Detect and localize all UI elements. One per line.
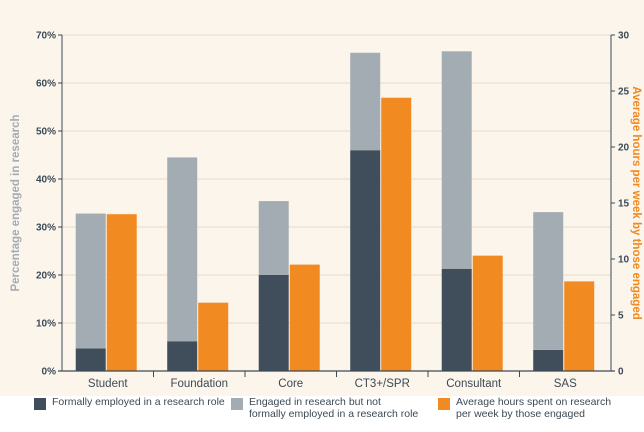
bar-average-hours	[198, 302, 229, 371]
x-tick-label: Foundation	[170, 378, 228, 390]
axes: 0% 10% 20% 30% 40% 50% 60% 70% 0 5 10 15 20 25 30 Stude…	[36, 31, 630, 391]
bar-average-hours	[289, 264, 320, 371]
bar-formally-employed	[75, 348, 106, 371]
legend-swatch	[438, 398, 450, 410]
bar-engaged-not-employed	[75, 213, 106, 349]
bar-engaged-not-employed	[441, 51, 472, 269]
y-tick-label-right: 20	[618, 143, 630, 154]
x-tick-label: SAS	[554, 378, 577, 390]
grid	[62, 34, 611, 324]
y-tick-label-left: 10%	[36, 319, 56, 330]
x-tick-label: Student	[88, 378, 128, 390]
legend-label: Average hours spent on research per week…	[456, 396, 612, 420]
bar-engaged-not-employed	[350, 52, 381, 151]
bar-average-hours	[472, 255, 503, 371]
legend-item-formally-employed: Formally employed in a research role	[34, 396, 225, 410]
x-tick-label: CT3+/SPR	[355, 378, 410, 390]
legend-swatch	[231, 398, 243, 410]
y-tick-label-left: 60%	[36, 79, 56, 90]
bar-engaged-not-employed	[167, 157, 198, 342]
y-tick-label-left: 0%	[42, 367, 57, 378]
y-tick-label-left: 30%	[36, 223, 56, 234]
y-tick-label-right: 25	[618, 87, 630, 98]
bar-average-hours	[381, 97, 412, 371]
legend-item-average-hours: Average hours spent on research per week…	[438, 396, 611, 420]
bar-formally-employed	[441, 268, 472, 371]
legend-label: Formally employed in a research role	[52, 396, 225, 408]
y-axis-title-right: Average hours per week by those engaged	[630, 86, 642, 319]
y-tick-label-right: 30	[618, 31, 630, 42]
bar-engaged-not-employed	[533, 212, 564, 350]
bar-formally-employed	[258, 275, 289, 371]
bar-average-hours	[564, 281, 595, 371]
y-tick-label-left: 20%	[36, 271, 56, 282]
bar-formally-employed	[350, 150, 381, 371]
legend-swatch	[34, 398, 46, 410]
bar-formally-employed	[533, 349, 564, 371]
chart-svg: 0% 10% 20% 30% 40% 50% 60% 70% 0 5 10 15 20 25 30 Stude…	[0, 0, 644, 396]
bars	[75, 51, 595, 371]
x-tick-label: Core	[278, 378, 303, 390]
legend-label: Engaged in research but not formally emp…	[249, 396, 419, 420]
y-tick-label-right: 5	[618, 311, 624, 322]
bar-formally-employed	[167, 341, 198, 371]
y-tick-label-left: 50%	[36, 127, 56, 138]
y-tick-label-right: 10	[618, 255, 630, 266]
bar-average-hours	[106, 214, 137, 371]
y-tick-label-right: 15	[618, 199, 630, 210]
y-tick-label-left: 40%	[36, 175, 56, 186]
y-tick-label-left: 70%	[36, 31, 56, 42]
bar-engaged-not-employed	[258, 201, 289, 275]
y-tick-label-right: 0	[618, 367, 624, 378]
x-tick-label: Consultant	[446, 378, 502, 390]
legend: Formally employed in a research role Eng…	[0, 396, 644, 430]
y-axis-title-left: Percentage engaged in research	[10, 114, 22, 291]
legend-item-engaged-not-employed: Engaged in research but not formally emp…	[231, 396, 418, 420]
